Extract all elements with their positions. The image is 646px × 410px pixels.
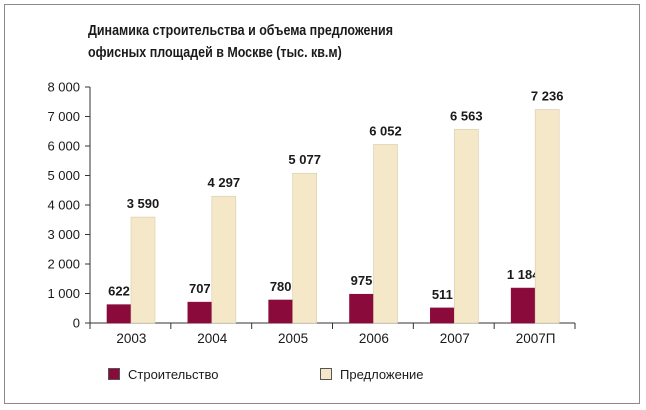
data-label-construction: 1 184 bbox=[507, 267, 540, 282]
bar-supply bbox=[534, 109, 560, 324]
bar-construction bbox=[187, 301, 213, 324]
y-tick-label: 1 000 bbox=[47, 286, 80, 301]
bar-construction bbox=[430, 307, 455, 324]
x-tick-label: 2007П bbox=[516, 331, 556, 346]
chart-title: Динамика строительства и объема предложе… bbox=[88, 20, 449, 64]
data-label-supply: 6 052 bbox=[369, 123, 402, 138]
y-tick-label: 7 000 bbox=[47, 109, 80, 124]
chart-title-line-1: Динамика строительства и объема предложе… bbox=[88, 23, 393, 39]
x-tick-label: 2004 bbox=[197, 331, 228, 346]
data-label-supply: 7 236 bbox=[531, 89, 564, 104]
bar-construction bbox=[268, 299, 293, 324]
legend-swatch-supply bbox=[320, 368, 332, 380]
bar-supply bbox=[373, 144, 398, 324]
legend-label-supply: Предложение bbox=[340, 366, 424, 382]
bar-supply bbox=[454, 129, 479, 324]
x-tick-label: 2005 bbox=[278, 331, 308, 346]
y-tick-label: 4 000 bbox=[47, 198, 80, 213]
data-label-supply: 3 590 bbox=[127, 196, 160, 211]
x-tick-label: 2003 bbox=[116, 331, 146, 346]
y-tick-label: 5 000 bbox=[47, 168, 80, 183]
data-label-construction: 707 bbox=[189, 281, 211, 296]
y-tick-label: 6 000 bbox=[47, 139, 80, 154]
bar-construction bbox=[349, 293, 374, 324]
data-label-construction: 975 bbox=[351, 273, 373, 288]
y-tick-label: 8 000 bbox=[47, 80, 80, 95]
bar-supply bbox=[211, 195, 237, 324]
bar-supply bbox=[130, 216, 156, 324]
data-label-construction: 622 bbox=[108, 284, 130, 299]
bar-construction bbox=[106, 304, 132, 324]
chart-frame bbox=[4, 4, 640, 404]
legend-item-construction: Строительство bbox=[108, 365, 218, 383]
chart-title-line-2: офисных площадей в Москве (тыс. кв.м) bbox=[88, 45, 342, 61]
data-label-supply: 6 563 bbox=[450, 108, 483, 123]
bar-construction bbox=[510, 287, 536, 324]
bar-supply bbox=[292, 172, 317, 324]
legend-swatch-construction bbox=[108, 368, 120, 380]
legend-label-construction: Строительство bbox=[128, 366, 219, 382]
data-label-construction: 511 bbox=[432, 287, 453, 302]
y-tick-label: 0 bbox=[73, 316, 80, 331]
x-tick-label: 2007 bbox=[440, 331, 470, 346]
x-tick-label: 2006 bbox=[359, 331, 389, 346]
data-label-supply: 5 077 bbox=[288, 152, 321, 167]
y-tick-label: 2 000 bbox=[47, 257, 80, 272]
data-label-supply: 4 297 bbox=[208, 175, 241, 190]
y-tick-label: 3 000 bbox=[47, 227, 80, 242]
legend-item-supply: Предложение bbox=[320, 365, 424, 383]
data-label-construction: 780 bbox=[270, 279, 292, 294]
